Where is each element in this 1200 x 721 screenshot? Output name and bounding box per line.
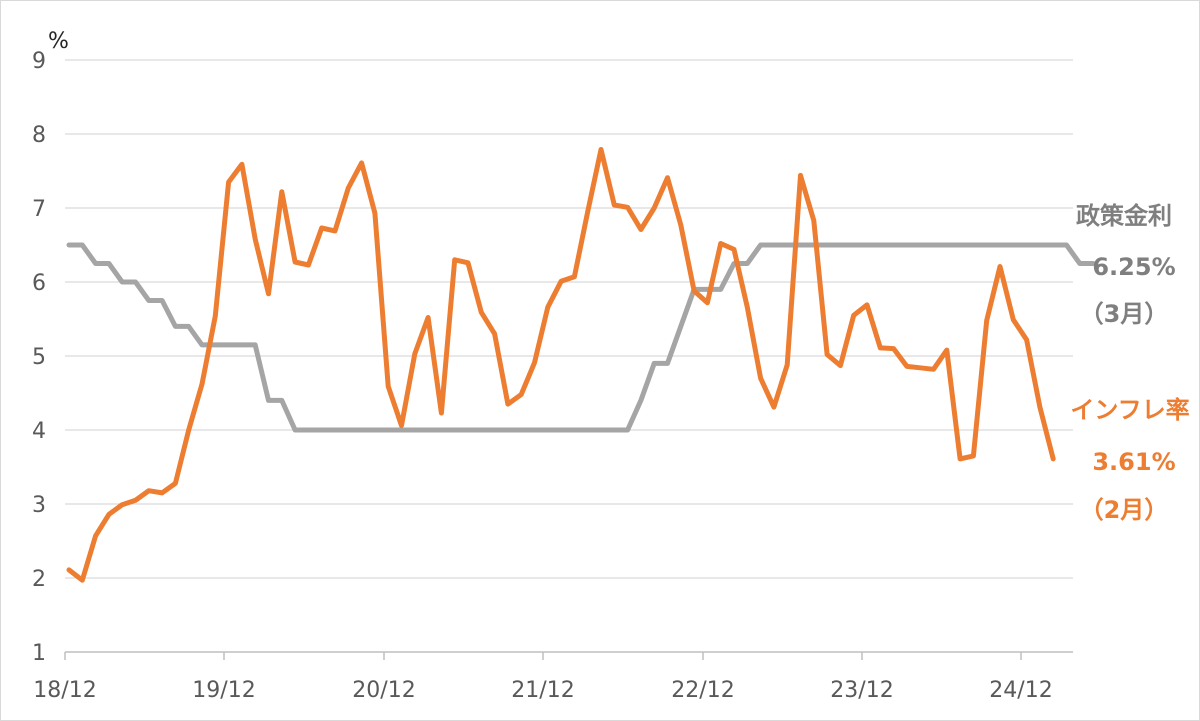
inflation-series-name: インフレ率: [1070, 396, 1189, 424]
policy_rate-line: [66, 242, 1096, 433]
policy-rate-annotation: 政策金利 6.25% （3月）: [1076, 202, 1176, 328]
y-tick-7: 7: [32, 197, 46, 222]
y-tick-labels: 1 2 3 4 5 6 7 8 9: [32, 49, 46, 666]
y-tick-9: 9: [32, 49, 46, 74]
y-tick-4: 4: [32, 419, 46, 444]
series-lines: [66, 147, 1096, 583]
x-tick-20/12: 20/12: [352, 678, 415, 703]
inflation-latest-value: 3.61%: [1092, 448, 1175, 476]
gridlines: [64, 59, 1073, 660]
x-tick-22/12: 22/12: [671, 678, 734, 703]
inflation-line: [66, 147, 1056, 583]
policy-rate-latest-month: （3月）: [1080, 300, 1169, 328]
x-tick-labels: 18/12 19/12 20/12 21/12 22/12 23/12 24/12: [33, 678, 1052, 703]
policy-rate-series-name: 政策金利: [1076, 202, 1172, 230]
inflation-latest-month: （2月）: [1080, 496, 1169, 524]
y-tick-1: 1: [32, 641, 46, 666]
y-tick-6: 6: [32, 271, 46, 296]
x-tick-21/12: 21/12: [511, 678, 574, 703]
x-tick-19/12: 19/12: [192, 678, 255, 703]
x-tick-24/12: 24/12: [989, 678, 1052, 703]
policy-rate-latest-value: 6.25%: [1092, 253, 1175, 281]
inflation-annotation: インフレ率 3.61% （2月）: [1070, 396, 1189, 524]
y-tick-2: 2: [32, 567, 46, 592]
y-tick-8: 8: [32, 123, 46, 148]
y-unit-label: %: [48, 29, 69, 54]
x-tick-23/12: 23/12: [830, 678, 893, 703]
x-tick-18/12: 18/12: [33, 678, 96, 703]
y-tick-3: 3: [32, 493, 46, 518]
y-tick-5: 5: [32, 345, 46, 370]
